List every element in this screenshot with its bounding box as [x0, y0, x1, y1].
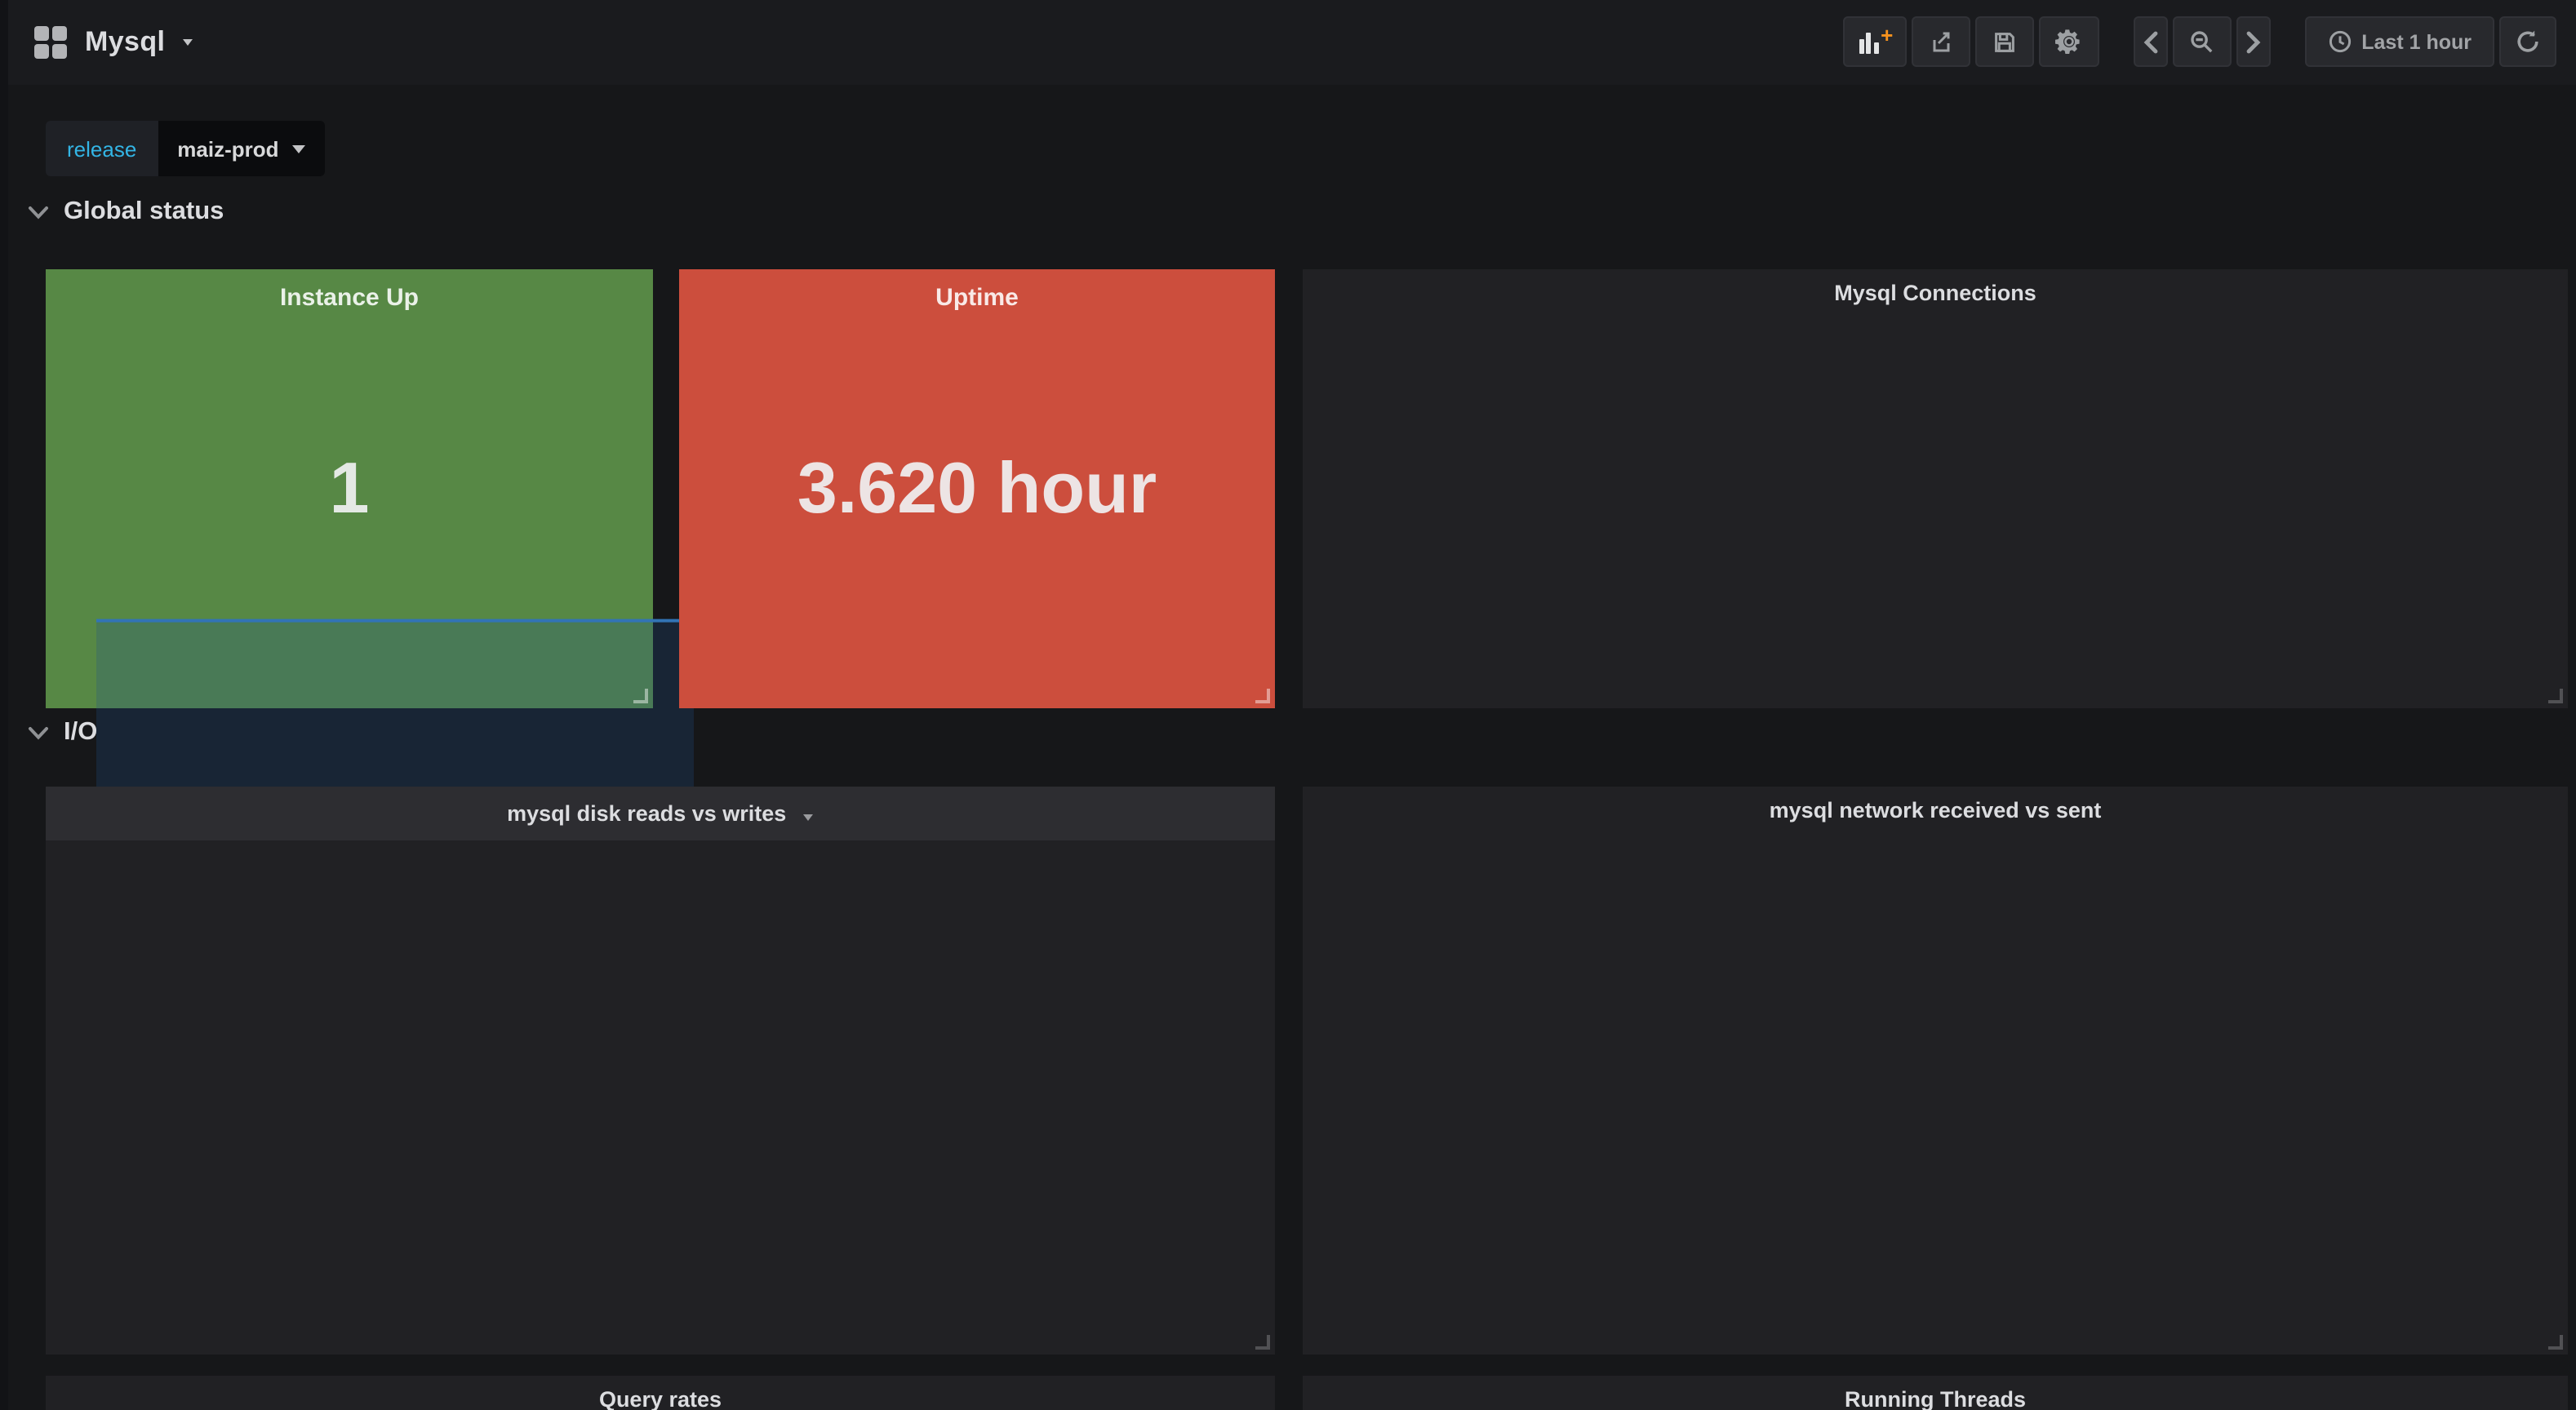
variable-value: maiz-prod — [177, 136, 279, 161]
bar-chart-plus-icon: + — [1859, 24, 1893, 53]
chevron-down-icon — [29, 726, 48, 739]
caret-down-icon — [291, 144, 305, 153]
panel-title-text: mysql disk reads vs writes — [507, 801, 787, 826]
panel-title[interactable]: Query rates — [598, 1387, 722, 1410]
dashboard-title[interactable]: Mysql — [85, 26, 166, 57]
row-title: I/O — [64, 718, 98, 746]
resize-handle[interactable] — [1255, 689, 1270, 703]
panel-title[interactable]: Running Threads — [1845, 1387, 2026, 1410]
save-button[interactable] — [1974, 16, 2034, 67]
floppy-disk-icon — [1994, 32, 2014, 51]
zoom-out-button[interactable] — [2172, 16, 2232, 67]
resize-handle[interactable] — [2548, 1335, 2563, 1350]
time-range-label: Last 1 hour — [2361, 30, 2472, 53]
time-forward-button[interactable] — [2236, 16, 2271, 67]
row-header-global-status[interactable]: Global status — [28, 197, 224, 227]
resize-handle[interactable] — [2548, 689, 2563, 703]
variable-value-dropdown[interactable]: maiz-prod — [158, 121, 325, 176]
panel-title[interactable]: mysql disk reads vs writes — [46, 801, 1275, 826]
gear-icon — [2054, 29, 2079, 54]
navbar: Mysql + — [8, 0, 2576, 85]
dashboard-grid-icon[interactable] — [34, 26, 67, 59]
refresh-button[interactable] — [2499, 16, 2556, 67]
resize-handle[interactable] — [1255, 1335, 1270, 1350]
dashboard-title-menu[interactable]: Mysql — [8, 26, 193, 59]
panel-network-received-sent: mysql network received vs sent 1.0 Mil0-… — [1303, 787, 2568, 1355]
panel-title[interactable]: Instance Up — [279, 284, 420, 312]
panel-instance-up: Instance Up 1 — [46, 269, 694, 973]
navbar-toolbar: + — [1837, 16, 2556, 67]
singlestat-value: 1 — [329, 448, 370, 528]
caret-down-icon — [183, 39, 193, 46]
template-variable-release[interactable]: release maiz-prod — [46, 121, 325, 176]
panel-header[interactable]: mysql disk reads vs writes — [46, 787, 1275, 840]
row-header-io[interactable]: I/O — [28, 718, 97, 747]
row-title: Global status — [64, 197, 224, 225]
share-arrow-icon — [1932, 31, 1949, 51]
panel-query-rates: Query rates — [46, 1376, 1275, 1410]
chevron-left-icon — [2143, 30, 2157, 53]
panel-running-threads: Running Threads — [1303, 1376, 2568, 1410]
panel-title[interactable]: mysql network received vs sent — [1769, 798, 2102, 822]
time-back-button[interactable] — [2133, 16, 2168, 67]
share-button[interactable] — [1911, 16, 1970, 67]
singlestat-value: 3.620 hour — [797, 448, 1157, 528]
panel-menu-caret-icon[interactable] — [803, 814, 814, 821]
settings-button[interactable] — [2038, 16, 2099, 67]
add-panel-button[interactable]: + — [1842, 16, 1907, 67]
resize-handle[interactable] — [633, 689, 648, 703]
panel-disk-reads-writes: mysql disk reads vs writes 2000-200-400-… — [46, 787, 1275, 1355]
panel-title[interactable]: Uptime — [935, 284, 1019, 312]
panel-mysql-connections: Mysql Connections 01.0 K2.0 K3.0 K4.0 K5… — [1303, 269, 2568, 708]
clock-icon — [2329, 30, 2351, 53]
panel-title[interactable]: Mysql Connections — [1834, 281, 2036, 305]
magnifier-minus-icon — [2190, 30, 2212, 52]
variable-label: release — [46, 121, 158, 176]
sidebar-edge — [0, 0, 8, 1410]
time-picker-button[interactable]: Last 1 hour — [2304, 16, 2494, 67]
chevron-down-icon — [29, 206, 48, 219]
refresh-icon — [2517, 30, 2538, 52]
chevron-right-icon — [2245, 30, 2260, 53]
panel-uptime: Uptime 3.620 hour — [679, 269, 1950, 974]
